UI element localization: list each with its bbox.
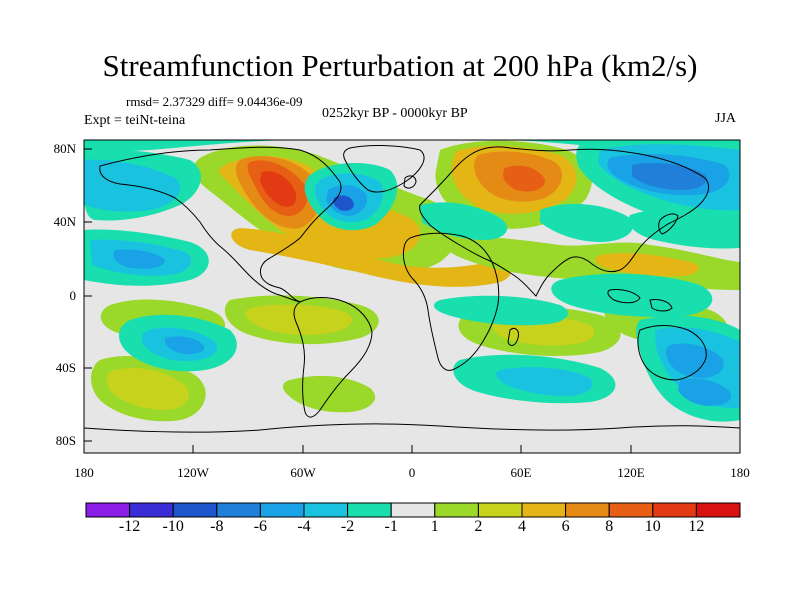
lat-tick-label: 0: [69, 288, 77, 303]
colorbar-label: 12: [688, 518, 705, 535]
colorbar-swatch: [652, 502, 697, 518]
axis-ticks: [83, 148, 741, 453]
lon-tick-label: 180: [730, 465, 750, 480]
colorbar-swatch: [434, 502, 479, 518]
lat-tick-label: 80N: [53, 141, 76, 156]
positive-anomaly-fields: [91, 140, 740, 422]
colorbar-swatch: [303, 502, 349, 518]
coastlines: [84, 145, 740, 433]
negative-anomaly-fields: [84, 140, 740, 422]
figure-title: Streamfunction Perturbation at 200 hPa (…: [102, 48, 698, 83]
stats-line: rmsd= 2.37329 diff= 9.04436e-09: [126, 94, 303, 109]
colorbar-label: -10: [162, 518, 184, 535]
lon-tick-label: 120E: [617, 465, 645, 480]
colorbar-swatch: [347, 502, 392, 518]
colorbar-swatch: [259, 502, 305, 518]
colorbar-swatch: [172, 502, 218, 518]
lon-tick-label: 0: [408, 465, 416, 480]
colorbar-swatch: [390, 502, 436, 518]
colorbar-swatch: [521, 502, 567, 518]
colorbar-label: -2: [340, 518, 355, 535]
colorbar-swatch: [608, 502, 654, 518]
experiment-label: Expt = teiNt-teina: [84, 113, 186, 128]
colorbar-label: 10: [644, 518, 661, 535]
season-label: JJA: [715, 111, 737, 126]
lon-tick-label: 120W: [177, 465, 209, 480]
colorbar: [85, 502, 741, 518]
lon-tick-label: 180: [74, 465, 94, 480]
colorbar-label: -4: [297, 518, 311, 535]
lat-tick-label: 40S: [55, 360, 76, 375]
colorbar-label: 8: [605, 518, 614, 535]
colorbar-label: -6: [253, 518, 268, 535]
lon-tick-label: 60W: [290, 465, 316, 480]
colorbar-swatch: [477, 502, 523, 518]
lat-tick-label: 80S: [55, 433, 76, 448]
colorbar-label: -1: [384, 518, 398, 535]
colorbar-label: 1: [430, 518, 439, 535]
colorbar-label: 2: [474, 518, 483, 535]
colorbar-swatch: [129, 502, 174, 518]
colorbar-label: -8: [210, 518, 224, 535]
colorbar-swatch: [216, 502, 261, 518]
period-label: 0252kyr BP - 0000kyr BP: [322, 106, 468, 121]
colorbar-swatch: [85, 502, 131, 518]
colorbar-label: -12: [118, 518, 141, 535]
lon-tick-label: 60E: [510, 465, 532, 480]
colorbar-label: 4: [518, 518, 526, 535]
colorbar-label: 6: [561, 518, 570, 535]
colorbar-swatch: [695, 502, 741, 518]
colorbar-swatch: [565, 502, 610, 518]
lat-tick-label: 40N: [53, 214, 76, 229]
